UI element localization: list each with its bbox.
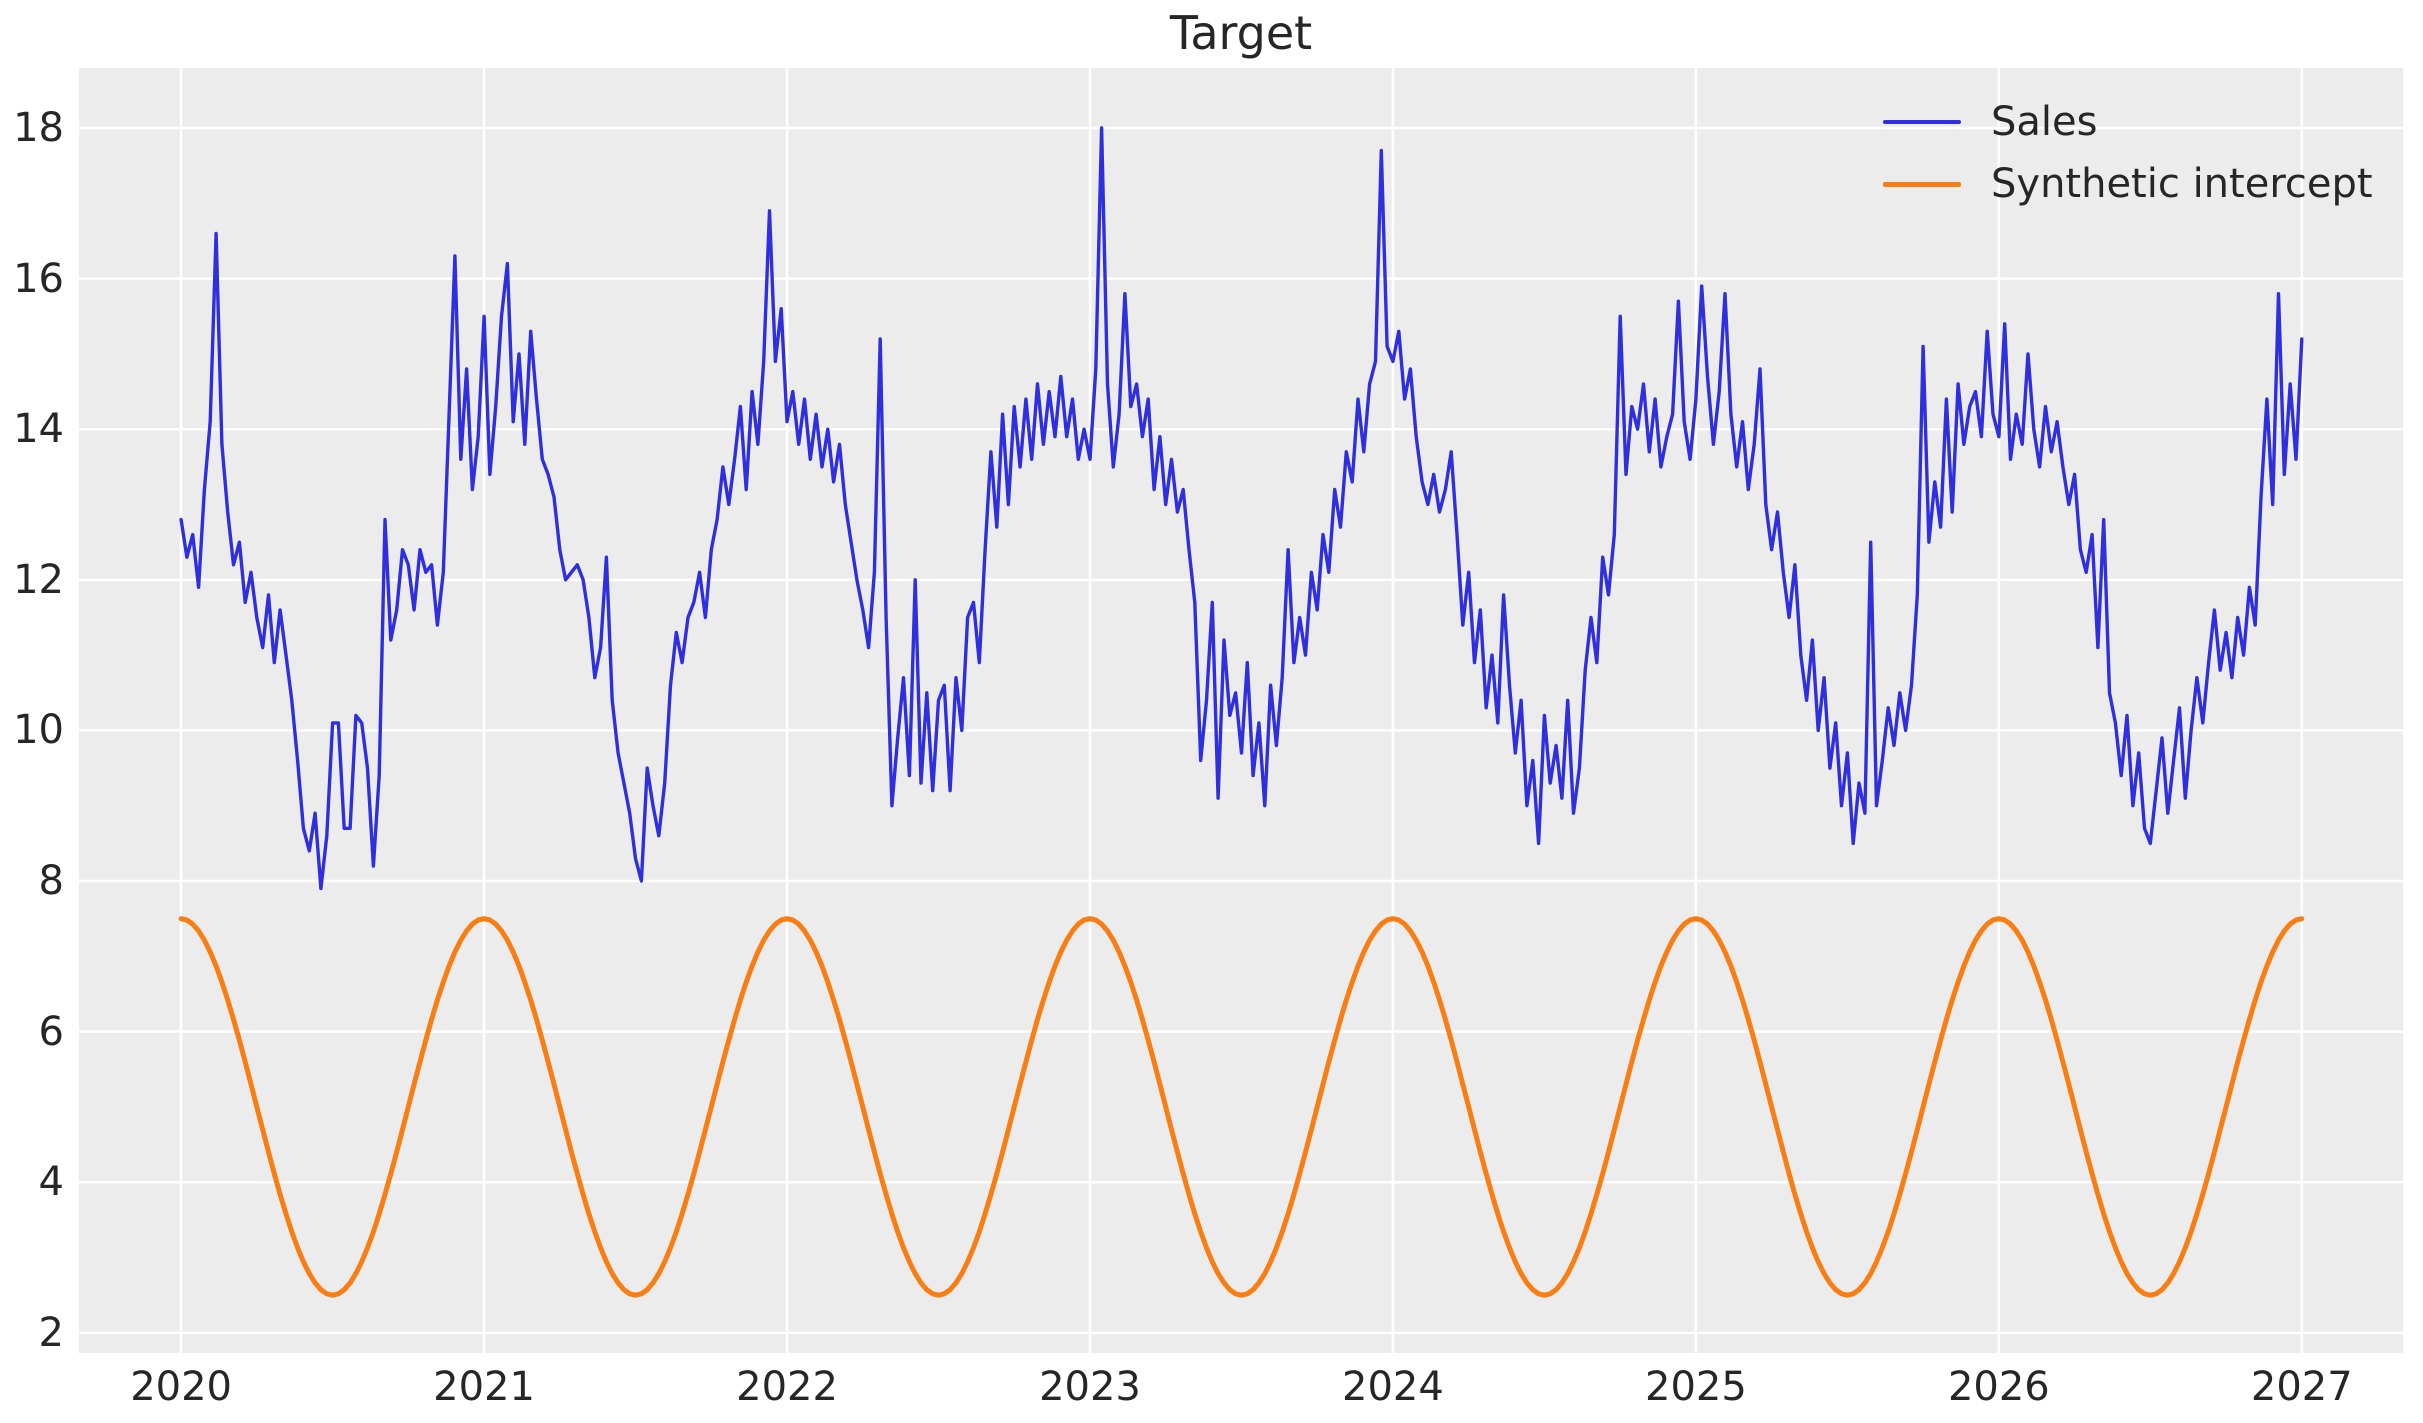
x-tick-label: 2022 bbox=[736, 1364, 838, 1410]
x-tick-label: 2020 bbox=[130, 1364, 232, 1410]
y-tick-label: 18 bbox=[13, 105, 64, 151]
y-tick-label: 12 bbox=[13, 556, 64, 603]
x-tick-label: 2026 bbox=[1947, 1364, 2050, 1410]
y-tick-label: 8 bbox=[38, 858, 64, 905]
sales-line bbox=[179, 126, 2304, 891]
legend: Sales Synthetic intercept bbox=[1883, 91, 2373, 215]
plot-area bbox=[79, 68, 2403, 1353]
sales-line-swatch bbox=[1883, 120, 1961, 124]
legend-item-synthetic-intercept: Synthetic intercept bbox=[1883, 153, 2373, 215]
chart-title: Target bbox=[1169, 6, 1313, 60]
x-tick-label: 2025 bbox=[1644, 1364, 1747, 1410]
x-tick-label: 2023 bbox=[1039, 1364, 1141, 1410]
legend-label-synthetic-intercept: Synthetic intercept bbox=[1991, 161, 2373, 207]
y-tick-label: 4 bbox=[38, 1159, 64, 1206]
legend-item-sales: Sales bbox=[1883, 91, 2373, 153]
y-tick-label: 14 bbox=[13, 406, 64, 453]
y-tick-label: 16 bbox=[13, 255, 64, 302]
y-tick-label: 2 bbox=[38, 1309, 64, 1356]
y-tick-label: 6 bbox=[38, 1008, 64, 1055]
x-tick-label: 2027 bbox=[2250, 1364, 2353, 1410]
x-tick-label: 2024 bbox=[1342, 1364, 1444, 1410]
legend-label-sales: Sales bbox=[1991, 99, 2098, 145]
synthetic-intercept-line-swatch bbox=[1883, 181, 1961, 187]
x-tick-label: 2021 bbox=[433, 1364, 535, 1410]
synthetic-intercept-line bbox=[178, 916, 2305, 1298]
y-tick-label: 10 bbox=[13, 707, 64, 754]
